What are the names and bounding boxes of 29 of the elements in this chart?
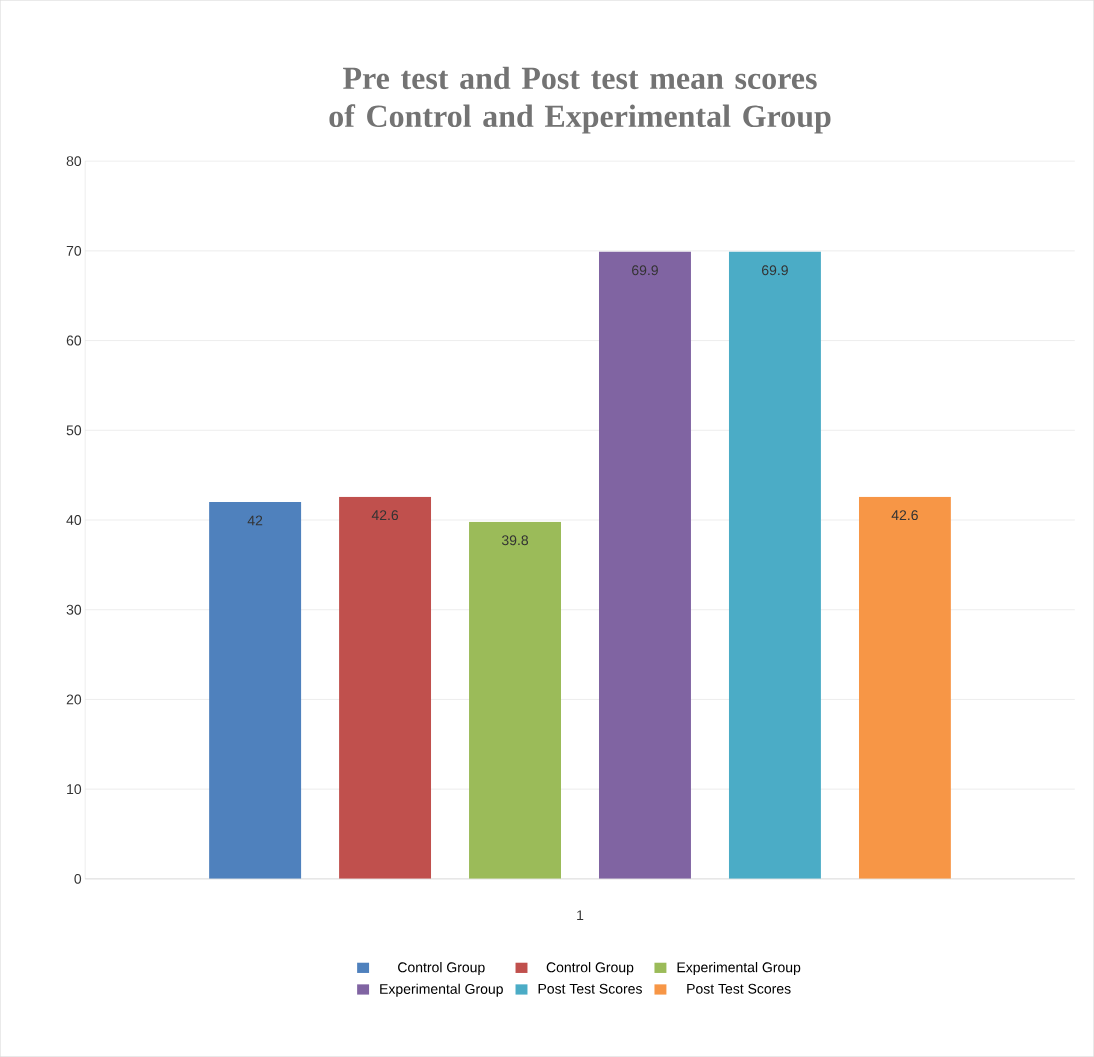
data-label: 69.9 bbox=[762, 265, 788, 276]
bar bbox=[209, 502, 302, 879]
data-label: 69.9 bbox=[632, 265, 658, 276]
y-tick-label: 20 bbox=[66, 694, 82, 705]
y-tick-label: 30 bbox=[66, 604, 82, 615]
legend-label: Experimental Group bbox=[677, 962, 801, 976]
y-tick-label: 10 bbox=[67, 784, 82, 795]
x-tick-label: 1 bbox=[577, 910, 584, 921]
bar bbox=[598, 251, 691, 879]
y-tick-label: 80 bbox=[66, 156, 82, 167]
bar bbox=[728, 251, 821, 879]
legend-label: Control Group bbox=[398, 962, 485, 976]
legend-label: Post Test Scores bbox=[538, 983, 642, 994]
bar bbox=[339, 496, 432, 879]
y-tick-label: 0 bbox=[74, 873, 82, 884]
legend-label: Post Test Scores bbox=[687, 983, 791, 994]
chart-title: Pre test and Post test mean scores of Control and Experimental Group bbox=[329, 66, 831, 134]
legend-label: Control Group bbox=[546, 962, 634, 976]
bar bbox=[858, 496, 951, 879]
y-tick-label: 70 bbox=[66, 245, 82, 256]
data-label: 42.6 bbox=[891, 510, 918, 521]
y-tick-label: 60 bbox=[66, 335, 82, 346]
y-tick-label: 40 bbox=[66, 515, 82, 525]
data-label: 42 bbox=[247, 515, 263, 526]
data-label: 42.6 bbox=[371, 510, 399, 521]
y-tick-label: 50 bbox=[66, 425, 82, 436]
bar bbox=[469, 521, 562, 879]
legend-label: Experimental Group bbox=[380, 983, 503, 997]
data-label: 39.8 bbox=[501, 535, 529, 546]
